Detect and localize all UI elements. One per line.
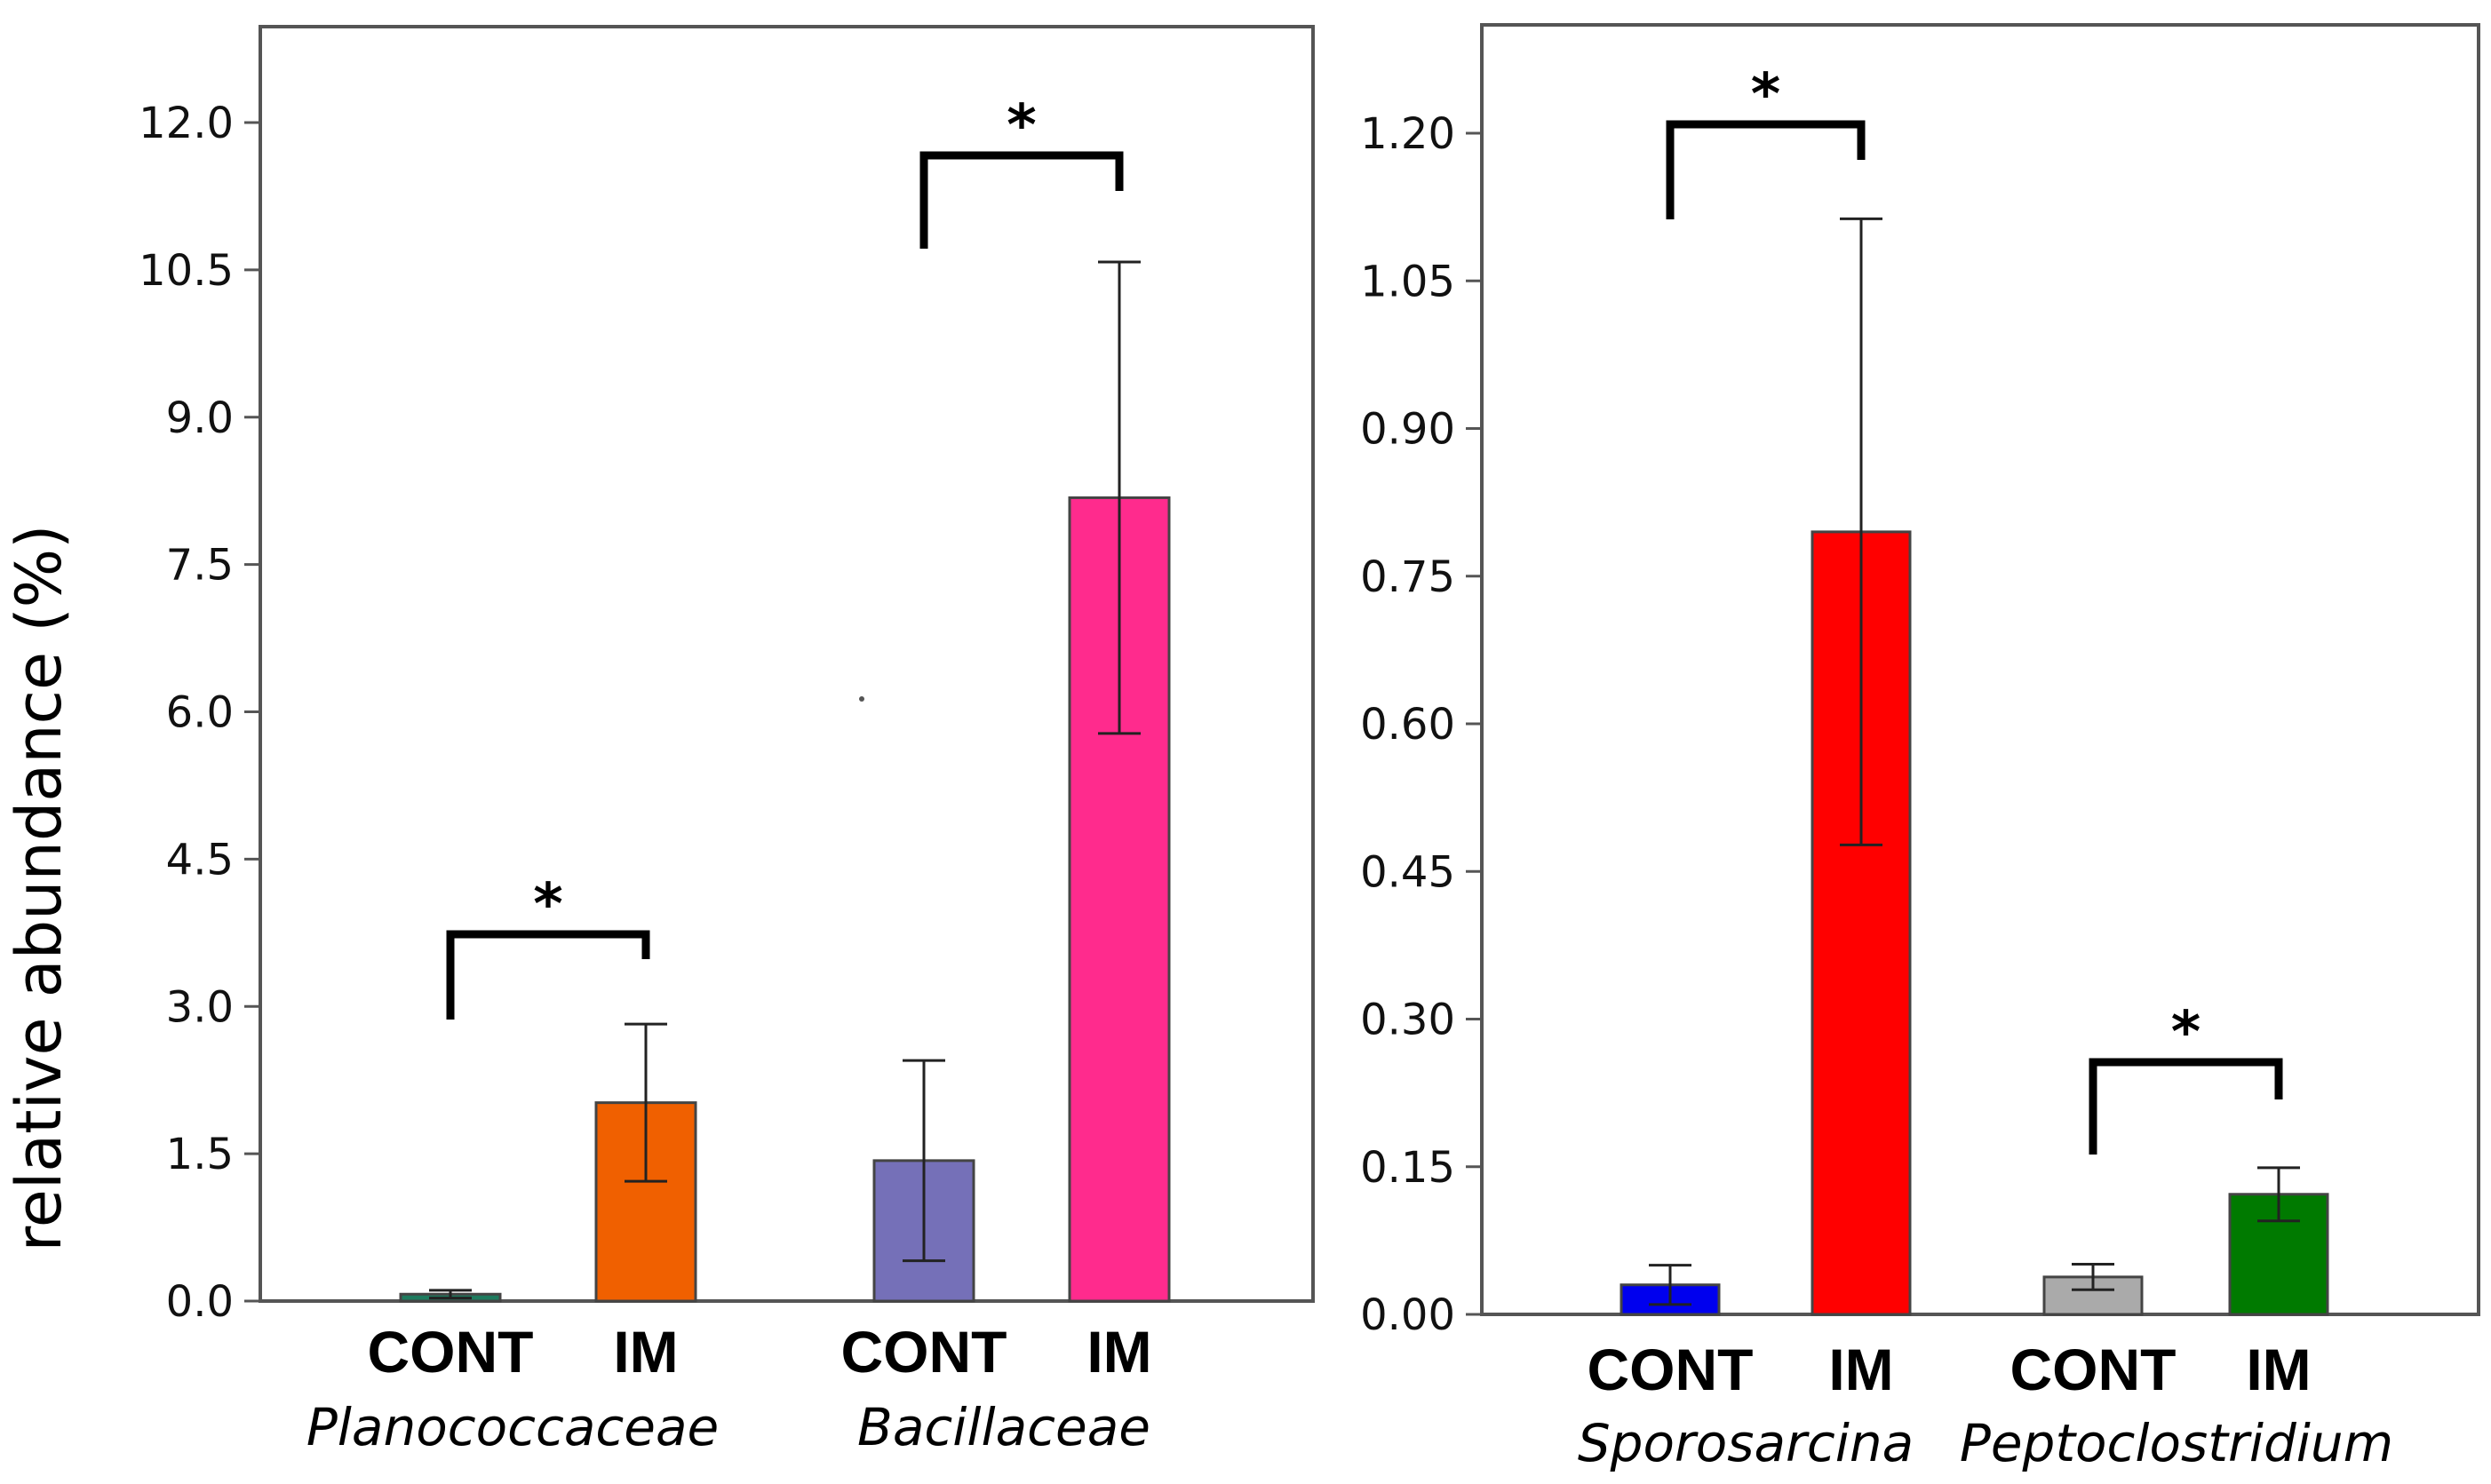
plot-frame [259,25,1315,1303]
category-label: IM [1086,1319,1151,1385]
y-tick-label: 0.45 [1360,847,1455,897]
significance-bracket: * [2089,1000,2283,1155]
group-label: Planococcaceae [306,1397,719,1457]
group-label: Peptoclostridium [1960,1413,2393,1473]
significance-bracket: * [1666,62,1866,219]
category-label: IM [613,1319,678,1385]
y-tick-label: 6.0 [166,688,234,738]
category-label: CONT [2010,1337,2177,1402]
plot-frame [1480,23,2480,1316]
y-tick-label: 0.30 [1360,996,1455,1045]
bracket-line [1666,120,1866,219]
stray-dot [859,696,864,702]
bracket-line [2089,1058,2283,1155]
y-tick-label: 0.15 [1360,1143,1455,1193]
significance-star: * [533,872,562,938]
bracket-line [446,930,650,1020]
bracket-line [919,151,1124,249]
y-tick-label: 0.60 [1360,700,1455,750]
significance-star: * [2171,1000,2201,1066]
group-label: Sporosarcina [1578,1413,1914,1473]
error-bar [1840,217,1882,846]
y-tick-label: 9.0 [166,393,234,443]
error-bar [2257,1166,2300,1223]
y-tick-label: 7.5 [166,541,234,591]
category-label: CONT [1588,1337,1754,1402]
error-bar [2072,1262,2114,1291]
left-panel-planococcaceae-bacillaceae: 0.0 1.5 3.0 4.5 6.0 7.5 9.0 10.5 12.0 CONT IM CONT I… [3,25,1315,1457]
y-axis-label: relative abundance (%) [3,525,76,1252]
category-label: IM [1828,1337,1893,1402]
error-bar [1649,1264,1691,1306]
y-tick-label: 1.20 [1360,109,1455,159]
y-tick-label: 3.0 [166,982,234,1032]
y-tick-label: 0.75 [1360,552,1455,602]
category-label: IM [2246,1337,2311,1402]
y-tick-label: 1.5 [166,1130,234,1179]
y-tick-label: 1.05 [1360,257,1455,306]
y-tick-label: 0.00 [1360,1290,1455,1340]
y-tick-label: 4.5 [166,835,234,885]
y-tick-label: 10.5 [139,246,234,296]
category-label: CONT [841,1319,1007,1385]
y-tick-label: 0.90 [1360,405,1455,455]
significance-star: * [1007,93,1036,159]
right-panel-sporosarcina-peptoclostridium: 0.00 0.15 0.30 0.45 0.60 0.75 0.90 1.05 1.20 CONT… [1360,23,2480,1473]
significance-bracket: * [446,872,650,1020]
error-bar [1098,260,1141,735]
error-bar [625,1022,667,1183]
significance-star: * [1751,62,1780,128]
category-label: CONT [368,1319,534,1385]
group-label: Bacillaceae [857,1397,1150,1457]
error-bar [903,1059,945,1263]
significance-bracket: * [919,93,1124,249]
y-tick-label: 12.0 [139,99,234,148]
error-bar [429,1289,472,1300]
y-tick-label: 0.0 [166,1277,234,1327]
